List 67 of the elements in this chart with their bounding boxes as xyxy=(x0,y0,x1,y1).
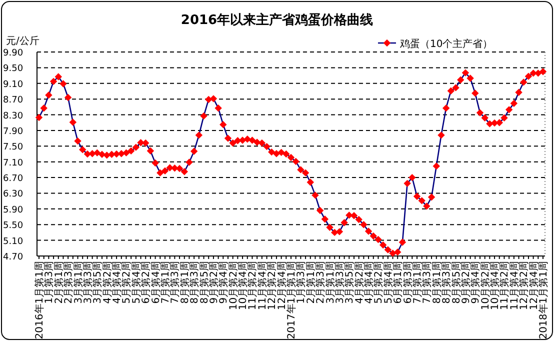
y-tick-label: 5.50 xyxy=(3,221,24,232)
x-tick-label: 3月第1周 xyxy=(72,261,84,304)
y-tick-label: 6.30 xyxy=(3,190,24,200)
y-tick-label: 9.50 xyxy=(3,64,24,74)
x-tick-label: 7月第3周 xyxy=(169,261,182,304)
x-tick-label: 8月第3周 xyxy=(188,261,201,304)
x-tick-label: 5月第2周 xyxy=(120,261,133,304)
x-tick-label: 8月第3周 xyxy=(440,261,453,304)
y-tick-label: 4.70 xyxy=(3,252,24,262)
x-tick-label: 10月第2周 xyxy=(479,261,492,310)
x-tick-label: 8月第5周 xyxy=(198,261,210,304)
y-tick-label: 8.70 xyxy=(3,96,24,106)
legend-label: 鸡蛋（10个主产省） xyxy=(399,38,493,50)
x-tick-label: 3月第3周 xyxy=(82,261,94,304)
legend: 鸡蛋（10个主产省） xyxy=(378,39,493,50)
x-tick-label: 3月第5周 xyxy=(92,261,104,304)
x-tick-label: 11月第4周 xyxy=(256,261,268,310)
x-tick-label: 9月第2周 xyxy=(208,261,220,304)
x-tick-label: 12月第4周 xyxy=(528,261,540,310)
x-tick-label: 5月第4周 xyxy=(382,261,394,304)
y-axis-title: 元/公斤 xyxy=(6,35,40,47)
y-tick-label: 9.10 xyxy=(3,80,24,90)
x-tick-label: 3月第1周 xyxy=(324,261,336,304)
x-tick-label: 12月第2周 xyxy=(266,261,278,310)
x-tick-label: 6月第2周 xyxy=(140,261,152,304)
y-tick-label: 7.90 xyxy=(3,126,24,137)
x-tick-label: 2月第3周 xyxy=(314,261,327,304)
x-tick-label: 2月第3周 xyxy=(62,261,75,304)
y-tick-label: 6.70 xyxy=(3,174,24,184)
y-tick-label: 8.30 xyxy=(3,111,24,122)
x-tick-label: 11月第2周 xyxy=(246,261,259,310)
x-tick-label: 5月第4周 xyxy=(130,261,142,304)
x-tick-label: 9月第2周 xyxy=(460,261,472,304)
y-tick-label: 5.90 xyxy=(3,205,24,216)
y-tick-label: 7.50 xyxy=(3,142,24,153)
x-tick-label: 2017年1月第1周 xyxy=(286,261,298,340)
chart-title: 2016年以来主产省鸡蛋价格曲线 xyxy=(180,12,374,28)
y-tick-label: 7.10 xyxy=(3,158,24,168)
x-tick-label: 4月第2周 xyxy=(353,261,366,304)
y-tick-label: 5.10 xyxy=(3,236,24,247)
x-tick-label: 6月第1周 xyxy=(392,261,404,304)
x-tick-label: 3月第5周 xyxy=(344,261,356,304)
x-tick-label: 12月第4周 xyxy=(276,261,288,310)
x-tick-label: 8月第1周 xyxy=(178,261,191,304)
x-tick-label: 7月第1周 xyxy=(160,261,172,304)
x-tick-label: 1月第3周 xyxy=(43,261,56,304)
x-tick-label: 2月第1周 xyxy=(304,261,317,304)
x-tick-label: 2月第1周 xyxy=(52,261,65,304)
x-tick-label: 8月第5周 xyxy=(450,261,462,304)
y-tick-label: 9.90 xyxy=(3,48,24,58)
x-tick-label: 6月第3周 xyxy=(402,261,414,304)
x-tick-label: 3月第3周 xyxy=(334,261,346,304)
x-tick-label: 7月第1周 xyxy=(412,261,424,304)
x-tick-label: 8月第1周 xyxy=(430,261,443,304)
x-tick-label: 10月第2周 xyxy=(227,261,240,310)
x-tick-label: 6月第4周 xyxy=(150,261,162,304)
x-tick-label: 2016年1月第1周 xyxy=(34,261,46,340)
x-tick-label: 7月第3周 xyxy=(421,261,434,304)
x-tick-label: 11月第2周 xyxy=(498,261,511,310)
x-tick-label: 2018年1月第1周 xyxy=(538,261,550,340)
x-tick-label: 9月第4周 xyxy=(470,261,482,304)
x-tick-label: 12月第2周 xyxy=(518,261,530,310)
x-tick-label: 5月第2周 xyxy=(372,261,385,304)
x-tick-label: 1月第3周 xyxy=(295,261,308,304)
x-tick-label: 9月第4周 xyxy=(218,261,230,304)
x-tick-label: 11月第4周 xyxy=(508,261,520,310)
x-tick-label: 4月第2周 xyxy=(101,261,114,304)
